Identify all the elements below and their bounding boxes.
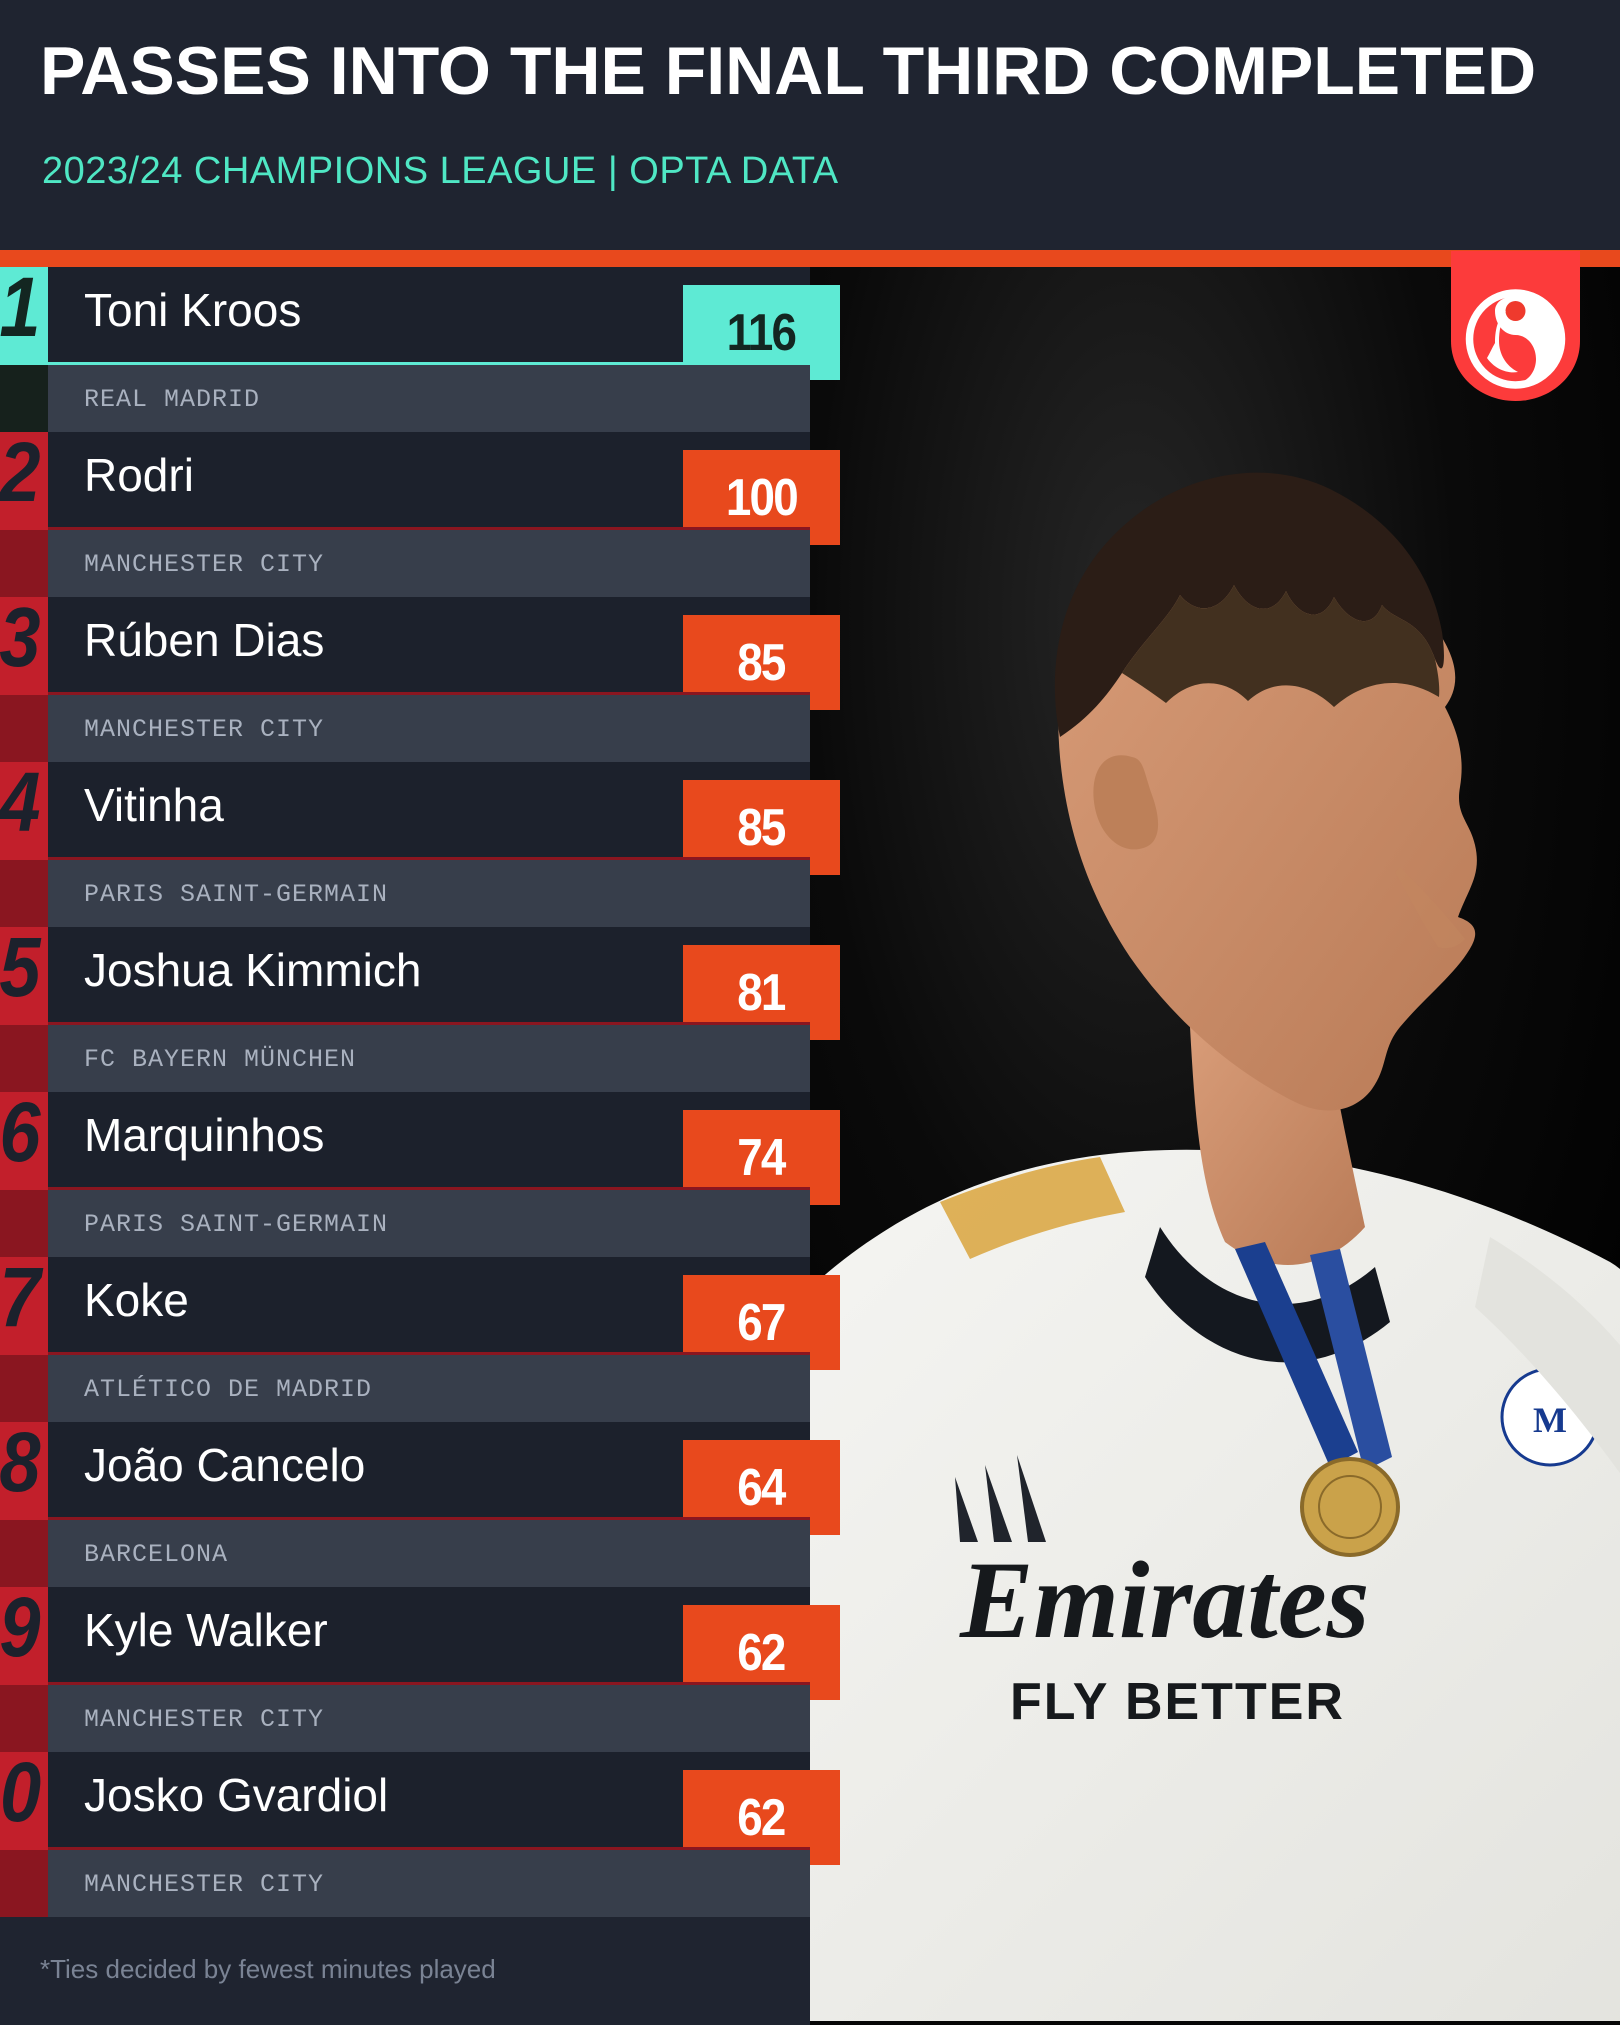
svg-text:FLY BETTER: FLY BETTER	[1010, 1673, 1345, 1731]
svg-text:Emirates: Emirates	[959, 1539, 1370, 1661]
svg-text:M: M	[1533, 1400, 1567, 1440]
